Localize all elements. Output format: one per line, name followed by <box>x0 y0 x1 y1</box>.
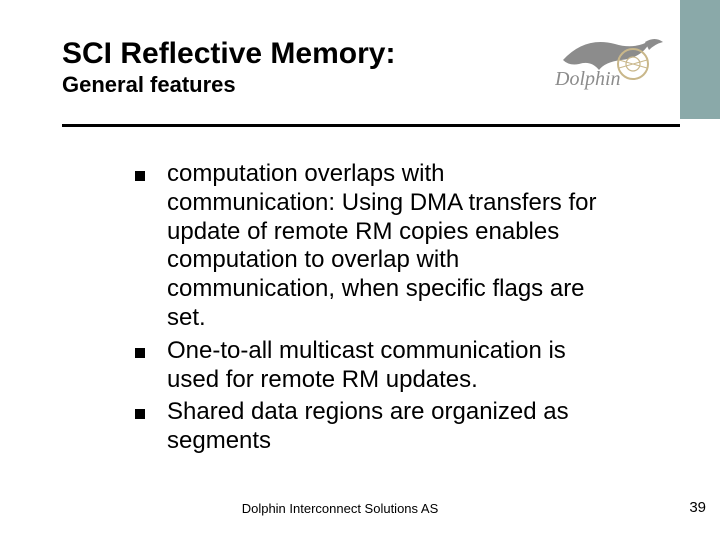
bullet-square-icon <box>135 409 145 419</box>
bullet-text: computation overlaps with communication:… <box>167 160 605 333</box>
slide: Dolphin SCI Reflective Memory: General f… <box>0 0 720 540</box>
bullet-text: Shared data regions are organized as seg… <box>167 398 605 456</box>
sidebar-stripe <box>680 0 720 540</box>
bullet-item: One-to-all multicast communication is us… <box>135 337 605 395</box>
footer-text: Dolphin Interconnect Solutions AS <box>0 501 680 516</box>
page-number: 39 <box>689 499 706 516</box>
slide-title: SCI Reflective Memory: <box>62 38 650 70</box>
content-area: computation overlaps with communication:… <box>135 160 605 460</box>
bullet-square-icon <box>135 348 145 358</box>
bullet-item: computation overlaps with communication:… <box>135 160 605 333</box>
title-divider <box>62 124 680 127</box>
bullet-item: Shared data regions are organized as seg… <box>135 398 605 456</box>
slide-subtitle: General features <box>62 72 650 98</box>
header: SCI Reflective Memory: General features <box>62 38 650 98</box>
bullet-square-icon <box>135 171 145 181</box>
bullet-text: One-to-all multicast communication is us… <box>167 337 605 395</box>
